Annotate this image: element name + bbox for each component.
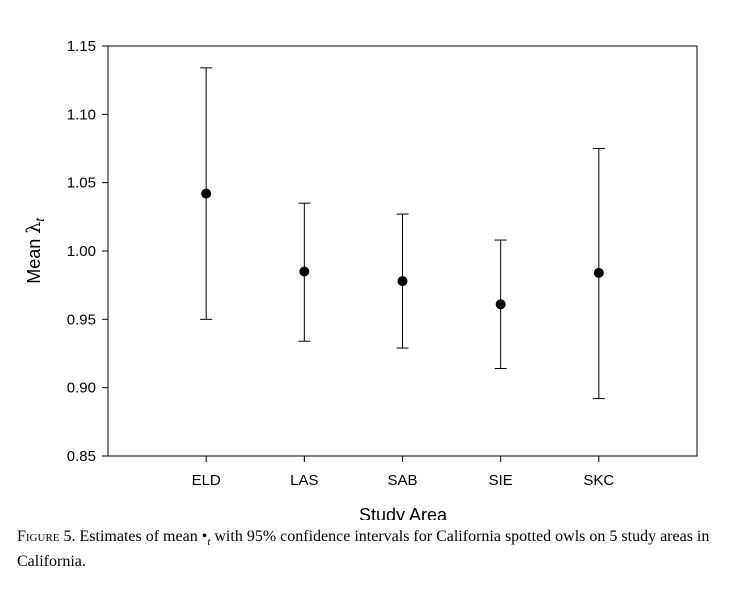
- caption-text-before: Estimates of mean: [75, 528, 202, 545]
- point-skc: [593, 267, 604, 278]
- caption-label: Figure 5.: [17, 528, 76, 545]
- y-axis: 0.85 0.90 0.95 1.00 1.05 1.10 1.15: [67, 38, 108, 465]
- x-tick-label-2: SAB: [387, 472, 417, 489]
- data-marks: [200, 67, 605, 400]
- y-tick-label-2: 0.95: [67, 311, 96, 328]
- caption-text-after: with 95% confidence intervals for Califo…: [17, 528, 710, 571]
- x-tick-label-1: LAS: [290, 472, 318, 489]
- point-sab: [397, 276, 408, 287]
- y-axis-title-prefix: Mean: [24, 234, 44, 284]
- caption-symbol: •: [201, 528, 208, 545]
- y-axis-title-subscript: t: [33, 218, 47, 222]
- x-tick-label-4: SKC: [583, 472, 614, 489]
- caption-subscript: t: [207, 536, 211, 549]
- y-tick-label-3: 1.00: [67, 243, 96, 260]
- y-tick-label-4: 1.05: [67, 175, 96, 192]
- x-tick-label-0: ELD: [192, 472, 221, 489]
- y-tick-label-1: 0.90: [67, 380, 96, 397]
- point-sie: [495, 299, 506, 310]
- chart: 0.85 0.90 0.95 1.00 1.05 1.10 1.15 ELD LAS SAB SI…: [23, 38, 698, 520]
- x-axis-title: Study Area: [359, 505, 448, 520]
- point-eld: [201, 188, 212, 199]
- y-axis-title: Mean λt: [23, 218, 47, 284]
- y-tick-label-5: 1.10: [67, 106, 96, 123]
- y-axis-title-symbol: λ: [23, 222, 45, 234]
- y-tick-label-6: 1.15: [67, 38, 96, 55]
- figure-caption: Figure 5. Estimates of mean •t with 95% …: [17, 527, 742, 572]
- y-tick-label-0: 0.85: [67, 448, 96, 465]
- x-tick-label-3: SIE: [489, 472, 513, 489]
- point-las: [299, 266, 310, 277]
- x-axis: ELD LAS SAB SIE SKC: [192, 456, 614, 489]
